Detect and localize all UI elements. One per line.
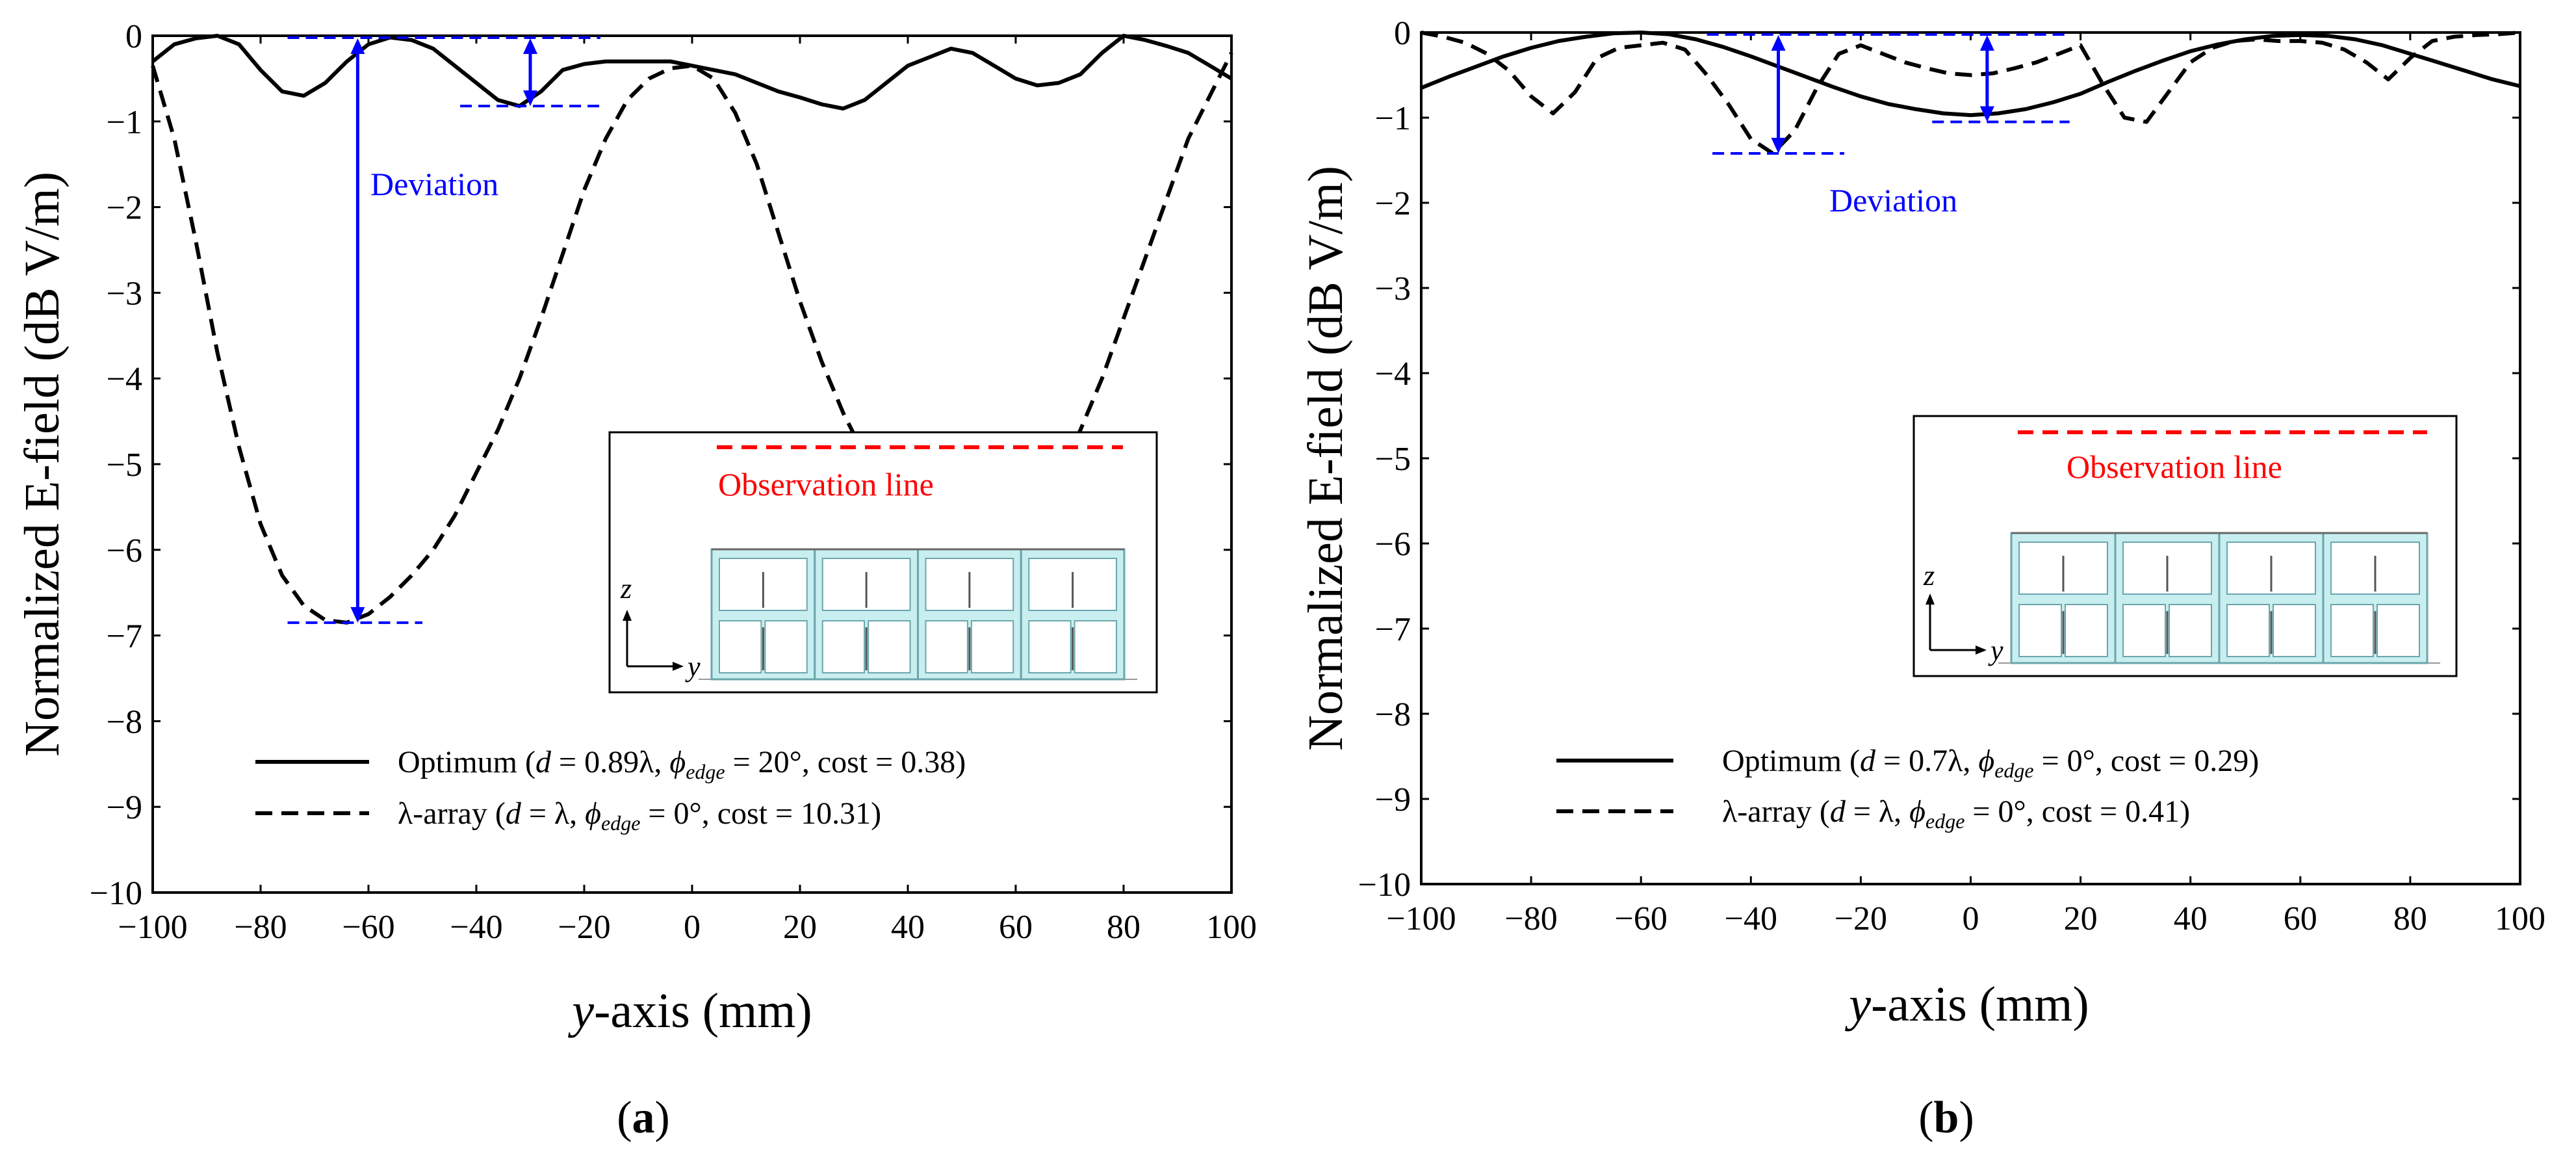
- inset-axes-a: z y: [620, 573, 701, 683]
- inset-schematic-b: Observation line z y: [1913, 415, 2458, 677]
- y-tick-label: −3: [107, 275, 142, 312]
- antenna-array-b: [1998, 532, 2440, 664]
- y-tick-label: −5: [1375, 441, 1411, 478]
- x-tick-label: 0: [1963, 900, 1979, 937]
- y-tick-label: −2: [107, 190, 142, 227]
- deviation-arrow-head-down: [523, 90, 537, 107]
- x-tick-label: 0: [684, 909, 701, 946]
- panel-label-a: (a): [617, 1093, 670, 1143]
- series-line-optimum: [151, 34, 1233, 111]
- x-tick-label: 100: [2495, 900, 2545, 937]
- series-line-lambda-array: [1421, 31, 2521, 155]
- observation-label-b: Observation line: [2067, 449, 2282, 485]
- x-tick-label: 40: [2174, 900, 2208, 937]
- antenna-element: [2010, 532, 2117, 664]
- inset-axes-b: z y: [1923, 560, 2003, 666]
- inset-y-label-b: y: [1988, 634, 2003, 666]
- x-axis-ticks-a: −100 −80 −60 −40 −20 0 20 40 60 80 100: [118, 36, 1257, 946]
- y-tick-label: −9: [1375, 781, 1411, 818]
- deviation-arrow-head-up: [1771, 35, 1786, 51]
- x-tick-label: −60: [342, 909, 394, 946]
- x-axis-ticks-b: −100 −80 −60 −40 −20 0 20 40 60 80 100: [1386, 33, 2545, 937]
- y-axis-ticks-a: 0 −1 −2 −3 −4 −5 −6 −7 −8 −9 −10: [90, 18, 1231, 912]
- deviation-arrow-head-down: [350, 607, 365, 623]
- y-tick-label: −4: [1375, 356, 1411, 393]
- legend-a: Optimum (d = 0.89λ, ϕedge = 20°, cost = …: [255, 745, 966, 835]
- panel-label-b: (b): [1918, 1093, 1974, 1143]
- chart-panel-b: 0−1−2−3−4−5−6−7−8−9−10 −100 −80 −60 −40 −20 0…: [1298, 15, 2545, 1143]
- y-tick-label: −5: [107, 447, 142, 484]
- x-tick-label: −80: [1504, 900, 1557, 937]
- legend-text-lambda-a: λ-array (d = λ, ϕedge = 0°, cost = 10.31…: [398, 796, 881, 835]
- antenna-element: [2218, 532, 2325, 664]
- y-axis-label-a: Normalized E-field (dB V/m): [15, 172, 70, 757]
- deviation-markers-b: [1707, 33, 2070, 155]
- series-group-b: [1420, 31, 2521, 155]
- series-line-optimum: [1420, 31, 2521, 118]
- x-tick-label: 100: [1206, 909, 1257, 946]
- y-tick-label: 0: [125, 18, 142, 55]
- antenna-array-a: [699, 548, 1137, 681]
- x-tick-label: 40: [891, 909, 925, 946]
- deviation-arrow-head-up: [350, 38, 365, 54]
- y-tick-label: 0: [1394, 15, 1411, 52]
- y-tick-label: −7: [107, 618, 142, 655]
- y-tick-label: −9: [107, 789, 142, 826]
- y-tick-label: −6: [107, 532, 142, 569]
- y-axis-ticks-b: 0 −1 −2 −3 −4 −5 −6 −7 −8 −9 −10: [1358, 15, 2520, 904]
- x-tick-label: −40: [450, 909, 502, 946]
- y-tick-label: −3: [1375, 270, 1411, 307]
- inset-z-label-a: z: [620, 573, 632, 605]
- x-tick-label: −80: [234, 909, 287, 946]
- inset-z-label-b: z: [1923, 560, 1935, 592]
- x-tick-label: 80: [2393, 900, 2427, 937]
- legend-b: Optimum (d = 0.7λ, ϕedge = 0°, cost = 0.…: [1556, 744, 2259, 833]
- deviation-label-b: Deviation: [1829, 182, 1957, 218]
- x-tick-label: 80: [1107, 909, 1140, 946]
- legend-text-lambda-b: λ-array (d = λ, ϕedge = 0°, cost = 0.41): [1722, 794, 2190, 833]
- y-tick-label: −4: [107, 361, 142, 398]
- chart-panel-a: 0−1−2−3−4−5−6−7−8−9−10 −100 −80 −60 −40 −20 0…: [15, 18, 1257, 1143]
- inset-y-label-a: y: [685, 651, 701, 683]
- x-tick-label: 20: [2064, 900, 2098, 937]
- y-tick-label: −1: [107, 104, 142, 141]
- x-tick-label: 20: [783, 909, 817, 946]
- y-tick-label: −10: [90, 875, 142, 912]
- x-axis-label-b: y-axis (mm): [1844, 977, 2089, 1032]
- x-tick-label: 60: [999, 909, 1033, 946]
- antenna-element: [814, 548, 919, 681]
- y-axis-label-b: Normalized E-field (dB V/m): [1298, 166, 1353, 751]
- x-tick-label: −40: [1725, 900, 1777, 937]
- x-tick-label: −20: [1835, 900, 1887, 937]
- y-tick-label: −10: [1358, 867, 1411, 904]
- deviation-arrow-head-up: [523, 38, 537, 54]
- x-tick-label: −20: [558, 909, 610, 946]
- y-tick-label: −8: [1375, 696, 1411, 733]
- legend-text-optimum-b: Optimum (d = 0.7λ, ϕedge = 0°, cost = 0.…: [1722, 744, 2259, 782]
- deviation-arrow-head-down: [1771, 138, 1786, 154]
- y-tick-label: −7: [1375, 611, 1411, 648]
- legend-text-optimum-a: Optimum (d = 0.89λ, ϕedge = 20°, cost = …: [398, 745, 966, 783]
- x-tick-label: −60: [1615, 900, 1668, 937]
- antenna-element: [710, 548, 816, 681]
- x-tick-label: 60: [2284, 900, 2317, 937]
- inset-schematic-a: Observation line z y: [608, 431, 1158, 694]
- antenna-element: [1020, 548, 1126, 681]
- deviation-label-a: Deviation: [370, 166, 498, 202]
- deviation-arrow-head-up: [1979, 35, 1994, 51]
- observation-label-a: Observation line: [718, 466, 934, 502]
- deviation-markers-a: [287, 36, 600, 624]
- antenna-element: [2114, 532, 2221, 664]
- y-tick-label: −1: [1375, 100, 1411, 137]
- y-tick-label: −8: [107, 703, 142, 740]
- antenna-element: [917, 548, 1022, 681]
- x-tick-label: −100: [1386, 900, 1456, 937]
- antenna-element: [2322, 532, 2428, 664]
- x-axis-label-a: y-axis (mm): [567, 984, 812, 1038]
- deviation-arrow-head-down: [1979, 106, 1994, 122]
- x-tick-label: −100: [118, 909, 187, 946]
- y-tick-label: −2: [1375, 185, 1411, 222]
- y-tick-label: −6: [1375, 526, 1411, 563]
